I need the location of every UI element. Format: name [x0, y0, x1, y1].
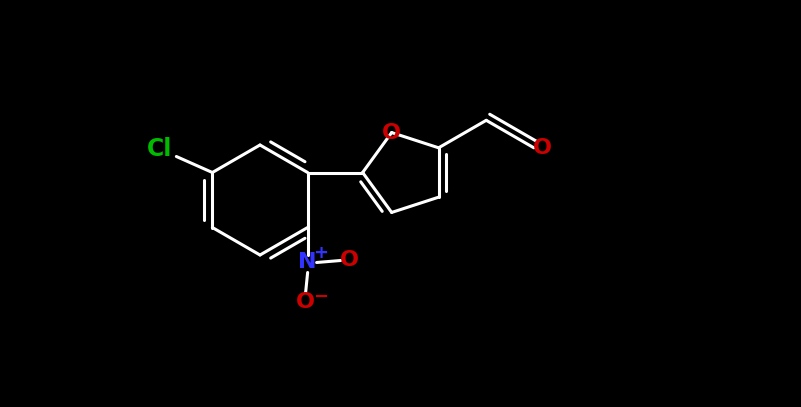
Text: N: N	[299, 252, 317, 273]
Text: O: O	[296, 293, 315, 313]
Text: Cl: Cl	[147, 136, 172, 160]
Text: O: O	[382, 123, 401, 142]
Text: +: +	[313, 243, 328, 262]
Text: O: O	[533, 138, 553, 158]
Text: −: −	[313, 287, 328, 306]
Text: O: O	[340, 250, 359, 271]
